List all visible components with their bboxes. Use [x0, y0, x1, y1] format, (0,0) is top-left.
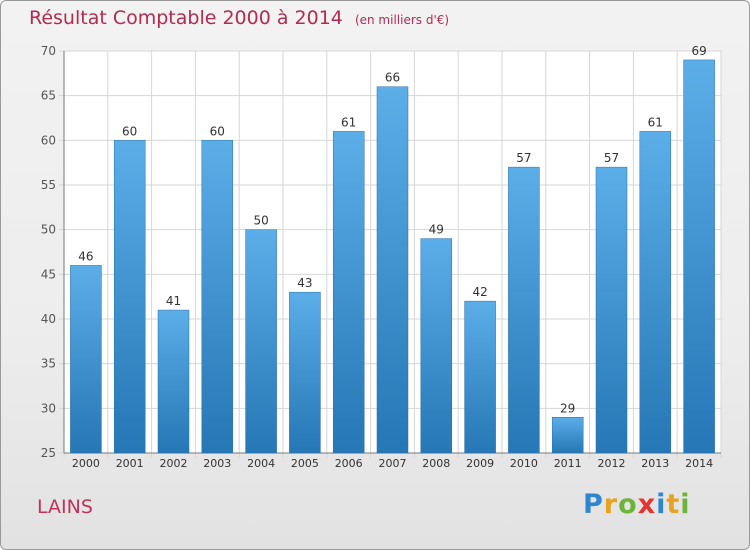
logo-letter: i	[680, 489, 691, 520]
value-label-2009: 42	[472, 285, 487, 299]
y-tick-label: 70	[41, 44, 56, 58]
y-tick-label: 45	[41, 267, 56, 281]
value-label-2010: 57	[516, 151, 531, 165]
y-tick-label: 55	[41, 178, 56, 192]
value-label-2008: 49	[429, 223, 444, 237]
bar-2008	[420, 238, 453, 454]
x-tick-label-2007: 2007	[379, 457, 407, 470]
value-label-2002: 41	[166, 294, 181, 308]
bar-2006	[332, 131, 365, 454]
value-label-2006: 61	[341, 115, 356, 129]
y-tick-label: 25	[41, 446, 56, 460]
y-tick-label: 35	[41, 357, 56, 371]
x-tick-label-2004: 2004	[247, 457, 275, 470]
value-label-2011: 29	[560, 401, 575, 415]
y-tick-label: 60	[41, 133, 56, 147]
logo-letter: i	[656, 489, 667, 520]
value-label-2003: 60	[210, 124, 225, 138]
bar-2003	[201, 140, 234, 454]
logo-letter: x	[637, 489, 657, 520]
y-tick-label: 65	[41, 89, 56, 103]
logo-letter: t	[666, 489, 681, 520]
value-label-2004: 50	[253, 214, 268, 228]
bar-2004	[245, 229, 277, 454]
x-tick-label-2014: 2014	[685, 457, 713, 470]
x-tick-label-2010: 2010	[510, 457, 538, 470]
y-tick-label: 40	[41, 312, 56, 326]
value-label-2001: 60	[122, 124, 137, 138]
value-label-2013: 61	[648, 115, 663, 129]
bar-2009	[464, 300, 496, 454]
x-tick-label-2006: 2006	[335, 457, 363, 470]
bar-2000	[70, 265, 102, 454]
chart-subtitle: (en milliers d'€)	[354, 13, 450, 27]
bar-2013	[639, 131, 672, 454]
value-label-2012: 57	[604, 151, 619, 165]
location-label: LAINS	[37, 496, 93, 518]
x-tick-label-2008: 2008	[422, 457, 450, 470]
y-tick-label: 50	[41, 223, 56, 237]
x-tick-label-2009: 2009	[466, 457, 494, 470]
y-tick-label: 30	[41, 401, 56, 415]
x-tick-label-2003: 2003	[203, 457, 231, 470]
x-tick-label-2013: 2013	[641, 457, 669, 470]
bar-2005	[289, 291, 321, 454]
value-label-2007: 66	[385, 71, 400, 85]
x-tick-label-2005: 2005	[291, 457, 319, 470]
logo-letter: P	[583, 489, 604, 520]
x-tick-label-2001: 2001	[116, 457, 144, 470]
x-tick-label-2000: 2000	[72, 457, 100, 470]
bar-2012	[595, 166, 628, 454]
value-label-2000: 46	[78, 249, 93, 263]
bar-2014	[683, 59, 715, 454]
x-tick-label-2011: 2011	[554, 457, 582, 470]
bar-2010	[508, 166, 540, 454]
bar-2007	[376, 86, 409, 454]
value-label-2014: 69	[691, 44, 706, 58]
bar-2002	[157, 309, 190, 454]
labels: 25 30 35 40 45 50 55 60 65 70 46 2000 60 2001 41 2002 60…	[41, 44, 713, 470]
x-tick-label-2002: 2002	[160, 457, 188, 470]
chart-title-text: Résultat Comptable 2000 à 2014	[29, 7, 343, 29]
value-label-2005: 43	[297, 276, 312, 290]
bar-2001	[113, 140, 146, 454]
logo-letter: r	[603, 489, 619, 520]
bar-2011	[551, 417, 584, 454]
bars	[70, 59, 715, 454]
proxiti-logo: Proxiti	[583, 489, 691, 520]
logo-letter: o	[618, 489, 638, 520]
x-tick-label-2012: 2012	[598, 457, 626, 470]
chart-title: Résultat Comptable 2000 à 2014 (en milli…	[29, 7, 449, 29]
